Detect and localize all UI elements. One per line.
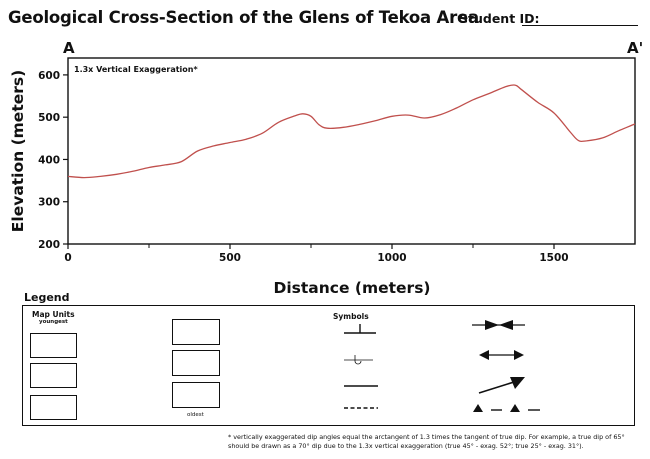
plot-frame: [67, 57, 636, 245]
section-end-label: A': [627, 39, 644, 57]
footnote: * vertically exaggerated dip angles equa…: [228, 433, 625, 450]
map-unit-box[interactable]: [30, 333, 77, 358]
anticline-icon: [479, 350, 524, 360]
thrust-fault-icon: [473, 404, 540, 412]
map-unit-box[interactable]: [30, 363, 77, 388]
syncline-icon: [472, 320, 525, 330]
y-tick-label: 500: [38, 112, 60, 124]
section-start-label: A: [63, 39, 75, 57]
legend-title: Legend: [24, 291, 70, 304]
x-tick-label: 0: [64, 252, 71, 264]
exaggeration-note: 1.3x Vertical Exaggeration*: [74, 65, 198, 74]
oldest-label: oldest: [187, 412, 204, 418]
axis-layer: 200 300 400 500 600 0 500 1000 1500: [38, 70, 569, 264]
x-axis-label: Distance (meters): [273, 279, 430, 297]
map-unit-box[interactable]: [30, 395, 77, 420]
y-axis-label: Elevation (meters): [9, 70, 27, 232]
y-tick-label: 600: [38, 70, 60, 82]
map-unit-box[interactable]: [172, 350, 220, 376]
map-unit-box[interactable]: [172, 382, 220, 408]
elevation-profile-line: [67, 84, 636, 179]
x-tick-label: 1000: [377, 252, 406, 264]
plunge-arrow-icon: [478, 377, 525, 394]
map-unit-box[interactable]: [172, 319, 220, 345]
y-tick-label: 200: [38, 239, 60, 251]
strike-dip-icon: [344, 324, 376, 334]
y-tick-label: 300: [38, 197, 60, 209]
youngest-label: youngest: [39, 319, 68, 325]
x-tick-label: 1500: [539, 252, 568, 264]
student-id-blank[interactable]: [522, 25, 638, 26]
overturned-bed-icon: [344, 355, 373, 365]
cross-section-chart: 200 300 400 500 600 0 500 1000 1500 1.3x Vertica…: [9, 57, 636, 297]
page-title: Geological Cross-Section of the Glens of…: [8, 8, 479, 27]
legend-box: [22, 305, 635, 426]
x-tick-label: 500: [219, 252, 241, 264]
student-id-label: Student ID:: [459, 11, 540, 26]
y-tick-label: 400: [38, 154, 60, 166]
map-units-title: Map Units: [32, 310, 75, 319]
symbols-title: Symbols: [333, 312, 369, 321]
